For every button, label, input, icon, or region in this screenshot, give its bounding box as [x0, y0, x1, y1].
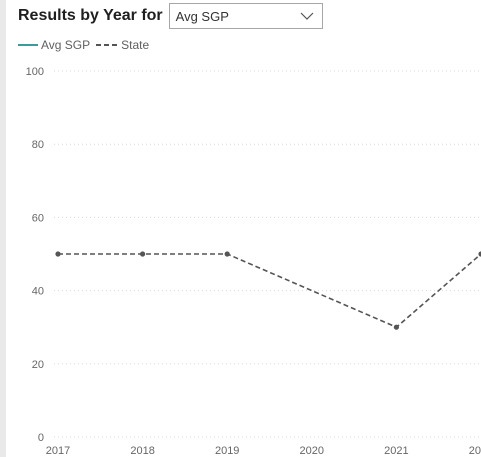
- data-point-state-2018: [140, 251, 145, 256]
- x-tick-label-2017: 2017: [46, 445, 70, 457]
- x-tick-label-2021: 2021: [384, 445, 408, 457]
- line-chart: 0 20 40 60 80 100 2017 2018 2019 2020 2021 2022: [6, 0, 481, 457]
- y-tick-label-60: 60: [32, 212, 44, 224]
- data-point-state-2017: [55, 251, 60, 256]
- y-tick-label-80: 80: [32, 139, 44, 151]
- data-point-state-2019: [225, 251, 230, 256]
- series-line-state: [58, 254, 481, 327]
- y-tick-label-100: 100: [26, 66, 44, 78]
- y-tick-label-40: 40: [32, 286, 44, 298]
- y-tick-label-0: 0: [38, 432, 44, 444]
- x-tick-label-2020: 2020: [300, 445, 324, 457]
- x-tick-label-2019: 2019: [215, 445, 239, 457]
- x-tick-label-2018: 2018: [130, 445, 154, 457]
- x-tick-label-2022: 2022: [469, 445, 481, 457]
- data-point-state-2021: [394, 325, 399, 330]
- y-tick-label-20: 20: [32, 359, 44, 371]
